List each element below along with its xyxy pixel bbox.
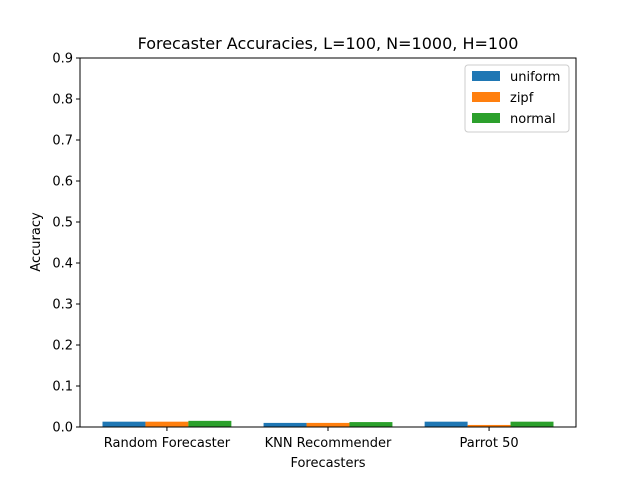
bars-group — [102, 420, 554, 427]
y-tick-label: 0.9 — [52, 52, 73, 67]
y-tick-label: 0.2 — [52, 339, 73, 354]
y-tick-label: 0.8 — [52, 93, 73, 108]
legend-swatch-uniform — [472, 71, 500, 81]
y-tick-label: 0.0 — [52, 421, 73, 436]
bar-uniform — [424, 421, 468, 427]
y-tick-label: 0.7 — [52, 134, 73, 149]
legend-label-zipf: zipf — [510, 91, 534, 106]
bar-uniform — [263, 422, 307, 427]
x-tick-label: Random Forecaster — [104, 436, 231, 451]
y-tick-label: 0.6 — [52, 175, 73, 190]
y-tick-label: 0.3 — [52, 298, 73, 313]
legend: uniform zipf normal — [464, 64, 570, 133]
y-axis: 0.0 0.1 0.2 0.3 0.4 0.5 0.6 0.7 0.8 0.9 — [52, 52, 80, 436]
legend-swatch-zipf — [472, 92, 500, 102]
bar-uniform — [102, 421, 146, 427]
legend-swatch-normal — [472, 113, 500, 123]
x-axis-label: Forecasters — [290, 456, 365, 471]
y-axis-label: Accuracy — [29, 212, 44, 272]
x-tick-label: Parrot 50 — [460, 436, 519, 451]
plot-frame — [79, 57, 577, 428]
bar-zipf — [467, 424, 511, 427]
bar-zipf — [306, 422, 350, 427]
x-tick-label: KNN Recommender — [265, 436, 392, 451]
legend-label-normal: normal — [510, 112, 556, 127]
bar-normal — [188, 420, 232, 427]
bar-zipf — [145, 421, 189, 427]
y-tick-label: 0.5 — [52, 216, 73, 231]
y-tick-label: 0.1 — [52, 380, 73, 395]
legend-label-uniform: uniform — [510, 70, 560, 85]
chart-title: Forecaster Accuracies, L=100, N=1000, H=… — [138, 34, 519, 53]
bar-normal — [349, 422, 393, 427]
y-tick-label: 0.4 — [52, 257, 73, 272]
x-axis: Random Forecaster KNN Recommender Parrot 5… — [104, 427, 519, 451]
bar-normal — [510, 421, 554, 427]
